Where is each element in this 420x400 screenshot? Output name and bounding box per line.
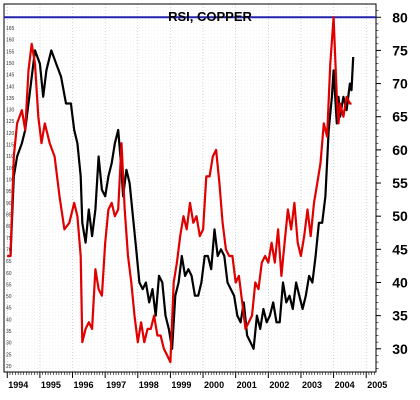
left-tick-label: 125	[6, 119, 15, 125]
x-tick-label: 1994	[8, 380, 28, 390]
left-tick-label: 165	[6, 26, 15, 32]
x-tick-label: 1996	[74, 380, 94, 390]
right-axis: 30 35 40 45 50 55 60 65 70 75 80	[376, 9, 408, 369]
right-tick-label: 45	[392, 241, 408, 257]
x-tick-label: 2000	[204, 380, 224, 390]
left-tick-label: 155	[6, 49, 15, 55]
x-tick-label: 1997	[106, 380, 126, 390]
left-tick-label: 100	[6, 178, 15, 184]
left-tick-label: 130	[6, 108, 15, 114]
left-tick-label: 160	[6, 38, 15, 44]
right-tick-label: 65	[392, 109, 408, 125]
left-tick-label: 115	[6, 143, 14, 149]
x-tick-label: 2004	[335, 380, 355, 390]
left-tick-label: 65	[6, 259, 12, 265]
right-tick-label: 40	[392, 274, 408, 290]
left-tick-label: 45	[6, 306, 12, 312]
x-tick-label: 1999	[171, 380, 191, 390]
right-tick-label: 50	[392, 208, 408, 224]
left-tick-label: 80	[6, 224, 12, 230]
x-tick-label: 1998	[139, 380, 159, 390]
left-tick-label: 150	[6, 61, 15, 67]
x-axis: 1994 1995 1996 1997 1998 1999 2000 2001 2002 2003…	[6, 372, 387, 390]
left-tick-label: 20	[6, 364, 12, 370]
x-tick-label: 1995	[41, 380, 61, 390]
left-tick-label: 135	[6, 96, 15, 102]
x-tick-label: 2005	[367, 380, 387, 390]
left-tick-label: 110	[6, 154, 14, 160]
right-tick-label: 35	[392, 308, 408, 324]
left-tick-label: 35	[6, 329, 12, 335]
left-tick-label: 75	[6, 236, 12, 242]
series-line-0	[7, 49, 355, 350]
plot-frame	[3, 3, 377, 373]
left-tick-label: 85	[6, 212, 12, 218]
left-tick-label: 105	[6, 166, 15, 172]
right-tick-label: 70	[392, 76, 408, 92]
x-tick-label: 2001	[237, 380, 257, 390]
right-tick-label: 30	[392, 341, 408, 357]
left-tick-label: 70	[6, 247, 12, 253]
right-tick-label: 55	[392, 175, 408, 191]
left-tick-label: 120	[6, 131, 15, 137]
right-tick-label: 80	[392, 9, 408, 25]
left-tick-label: 60	[6, 271, 12, 277]
left-tick-label: 25	[6, 352, 12, 358]
left-tick-label: 145	[6, 73, 15, 79]
x-tick-label: 2002	[269, 380, 289, 390]
x-tick-label: 2003	[302, 380, 322, 390]
left-tick-label: 140	[6, 84, 15, 90]
left-axis: 20 25 30 35 40 45 50 55 60 65 70 75 80 85 90 95 100 105 11…	[6, 26, 15, 370]
right-tick-label: 75	[392, 42, 408, 58]
right-tick-label: 60	[392, 142, 408, 158]
series-layer	[7, 16, 355, 364]
left-tick-label: 55	[6, 282, 12, 288]
left-tick-label: 40	[6, 317, 12, 323]
series-line-1	[7, 16, 352, 364]
left-tick-label: 30	[6, 341, 12, 347]
left-tick-label: 95	[6, 189, 12, 195]
left-tick-label: 90	[6, 201, 12, 207]
left-tick-label: 50	[6, 294, 12, 300]
chart-title: RSI, COPPER	[168, 9, 252, 24]
